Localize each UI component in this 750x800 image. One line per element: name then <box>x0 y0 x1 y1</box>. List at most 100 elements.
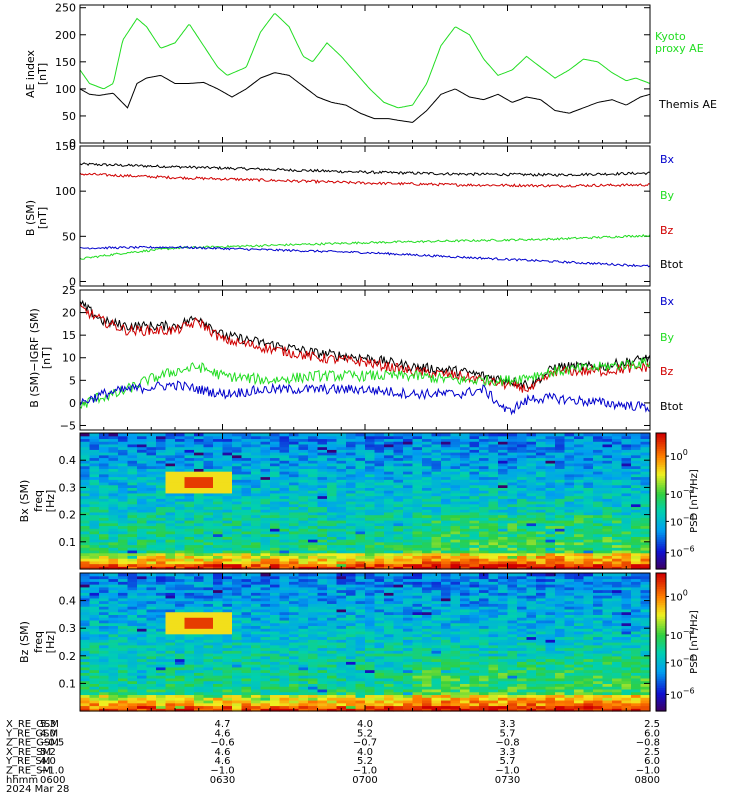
spectrogram-cell <box>156 563 167 567</box>
spectrogram-cell <box>99 495 110 499</box>
spectrogram-cell <box>336 581 347 585</box>
spectrogram-cell <box>222 639 233 643</box>
spectrogram-cell <box>403 506 414 510</box>
spectrogram-cell <box>498 528 509 532</box>
spectrogram-cell <box>165 555 176 559</box>
spectrogram-cell <box>194 661 205 665</box>
spectrogram-cell <box>298 492 309 497</box>
spectrogram-cell <box>298 622 309 627</box>
spectrogram-cell <box>213 675 224 679</box>
spectrogram-cell <box>279 484 290 488</box>
spectrogram-cell <box>298 581 309 585</box>
spectrogram-cell <box>612 457 623 461</box>
spectrogram-cell <box>498 558 509 562</box>
spectrogram-cell <box>412 511 423 516</box>
spectrogram-cell <box>507 498 518 502</box>
spectrogram-cell <box>279 433 290 437</box>
spectrogram-cell <box>346 581 357 585</box>
spectrogram-cell <box>298 560 309 565</box>
spectrogram-cell <box>298 677 309 682</box>
spectrogram-cell <box>621 476 632 480</box>
spectrogram-cell <box>99 639 110 643</box>
spectrogram-cell <box>346 650 357 654</box>
spectrogram-cell <box>213 468 224 472</box>
spectrogram-cell <box>146 606 157 610</box>
spectrogram-cell <box>422 454 433 459</box>
spectrogram-cell <box>336 530 347 535</box>
spectrogram-cell <box>222 586 233 591</box>
spectrogram-cell <box>108 544 119 548</box>
spectrogram-cell <box>583 501 594 505</box>
spectrogram-cell <box>374 471 385 475</box>
spectrogram-cell <box>374 544 385 548</box>
spectrogram-cell <box>80 514 91 518</box>
spectrogram-cell <box>127 460 138 464</box>
colorbar-cell <box>656 559 666 563</box>
spectrogram-cell <box>384 705 395 709</box>
spectrogram-cell <box>118 677 129 682</box>
spectrogram-cell <box>469 509 480 513</box>
spectrogram-cell <box>317 536 328 540</box>
spectrogram-cell <box>564 525 575 529</box>
spectrogram-cell <box>469 520 480 524</box>
spectrogram-cell <box>374 457 385 461</box>
spectrogram-cell <box>593 533 604 537</box>
spectrogram-cell <box>384 446 395 450</box>
spectrogram-cell <box>317 655 328 660</box>
spectrogram-cell <box>403 452 414 456</box>
spectrogram-cell <box>431 492 442 497</box>
colorbar-cell <box>656 566 666 570</box>
spectrogram-cell <box>156 487 167 491</box>
spectrogram-cell <box>602 506 613 510</box>
spectrogram-cell <box>346 642 357 646</box>
spectrogram-cell <box>222 642 233 646</box>
spectrogram-cell <box>232 617 243 621</box>
spectrogram-cell <box>583 446 594 450</box>
spectrogram-cell <box>108 495 119 499</box>
spectrogram-cell <box>564 452 575 456</box>
spectrogram-cell <box>251 584 262 588</box>
spectrogram-cell <box>89 536 100 540</box>
spectrogram-cell <box>165 443 176 448</box>
spectrogram-cell <box>194 495 205 499</box>
spectrogram-cell <box>327 597 338 602</box>
spectrogram-cell <box>460 446 471 450</box>
spectrogram-cell <box>165 536 176 540</box>
spectrogram-cell <box>146 454 157 459</box>
spectrogram-cell <box>241 628 252 632</box>
spectrogram-cell <box>146 628 157 632</box>
spectrogram-cell <box>89 642 100 646</box>
spectrogram-cell <box>365 600 376 604</box>
spectrogram-cell <box>203 619 214 624</box>
spectrogram-cell <box>374 708 385 712</box>
spectrogram-cell <box>222 653 233 657</box>
spectrogram-cell <box>184 597 195 602</box>
spectrogram-cell <box>279 608 290 613</box>
spectrogram-cell <box>555 555 566 559</box>
spectrogram-cell <box>583 566 594 570</box>
spectrogram-cell <box>631 462 642 467</box>
spectrogram-cell <box>526 530 537 535</box>
spectrogram-cell <box>384 517 395 521</box>
spectrogram-cell <box>213 625 224 629</box>
spectrogram-cell <box>298 600 309 604</box>
spectrogram-cell <box>108 536 119 540</box>
spectrogram-cell <box>232 457 243 461</box>
spectrogram-cell <box>317 633 328 638</box>
spectrogram-cell <box>241 471 252 475</box>
spectrogram-cell <box>545 462 556 467</box>
spectrogram-cell <box>232 614 243 618</box>
y-tick-label: 0 <box>69 397 76 410</box>
spectrogram-cell <box>450 460 461 464</box>
colorbar-cell <box>656 562 666 566</box>
spectrogram-cell <box>270 552 281 556</box>
spectrogram-cell <box>365 560 376 565</box>
spectrogram-cell <box>146 597 157 602</box>
spectrogram-cell <box>564 484 575 488</box>
spectrogram-cell <box>127 490 138 494</box>
spectrogram-cell <box>279 697 290 701</box>
spectrogram-cell <box>479 522 490 527</box>
spectrogram-cell <box>479 498 490 502</box>
spectrogram-cell <box>640 435 651 440</box>
